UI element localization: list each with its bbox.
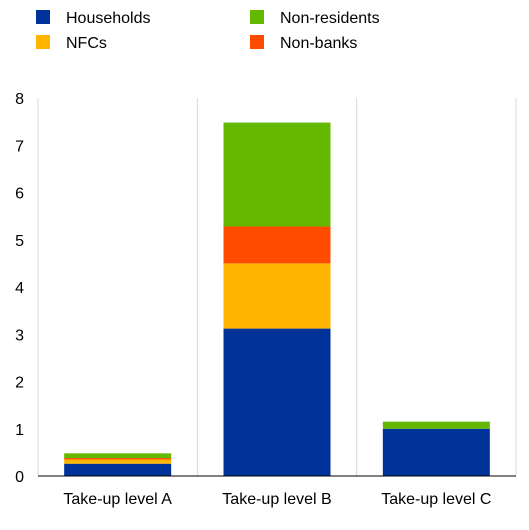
bar-segment-nfcs-1 bbox=[64, 459, 172, 464]
bar-segment-non-residents-3 bbox=[382, 421, 490, 429]
y-tick-label: 0 bbox=[15, 469, 24, 486]
legend: Households Non-residents NFCs Non-banks bbox=[36, 10, 380, 52]
legend-label-nfcs: NFCs bbox=[66, 35, 107, 52]
y-tick-label: 3 bbox=[15, 327, 24, 344]
legend-label-non-banks: Non-banks bbox=[280, 35, 357, 52]
axes: 0 1 2 3 4 5 6 7 8 Take-up level A Take-up level B T… bbox=[15, 91, 516, 508]
bar-segment-households-2 bbox=[223, 328, 331, 476]
y-tick-label: 5 bbox=[15, 233, 24, 250]
legend-label-non-residents: Non-residents bbox=[280, 10, 380, 27]
legend-label-households: Households bbox=[66, 10, 151, 27]
bar-segment-households-3 bbox=[382, 428, 490, 476]
x-tick-label: Take-up level B bbox=[222, 491, 331, 508]
legend-swatch-households bbox=[36, 10, 50, 24]
category-separators bbox=[37, 98, 517, 476]
x-tick-label: Take-up level A bbox=[63, 491, 172, 508]
bar-segment-non-banks-1 bbox=[64, 458, 172, 460]
legend-swatch-non-residents bbox=[250, 10, 264, 24]
x-tick-label: Take-up level C bbox=[381, 491, 491, 508]
y-tick-label: 6 bbox=[15, 186, 24, 203]
bar-segment-non-banks-2 bbox=[223, 226, 331, 264]
legend-swatch-non-banks bbox=[250, 35, 264, 49]
bar-segment-households-1 bbox=[64, 463, 172, 476]
bar-segment-non-residents-2 bbox=[223, 122, 331, 227]
y-tick-label: 4 bbox=[15, 280, 24, 297]
legend-swatch-nfcs bbox=[36, 35, 50, 49]
bars bbox=[64, 122, 490, 476]
y-tick-label: 1 bbox=[15, 422, 24, 439]
y-tick-label: 2 bbox=[15, 375, 24, 392]
bar-segment-nfcs-2 bbox=[223, 263, 331, 329]
bar-segment-non-residents-1 bbox=[64, 453, 172, 459]
y-tick-label: 8 bbox=[15, 91, 24, 108]
y-tick-label: 7 bbox=[15, 138, 24, 155]
